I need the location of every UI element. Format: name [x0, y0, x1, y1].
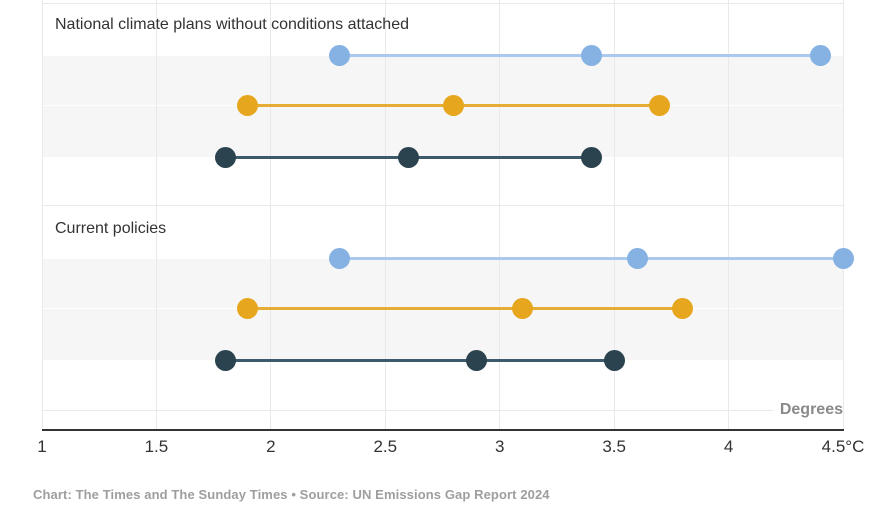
- gridline-vertical: [499, 0, 501, 429]
- gridline-vertical: [384, 0, 386, 429]
- data-point-dot-light-blue: [809, 44, 831, 66]
- data-point-dot-yellow: [649, 94, 671, 116]
- gridline-horizontal: [42, 410, 843, 411]
- gridline-vertical: [41, 0, 43, 429]
- data-point-dot-dark-navy: [397, 146, 419, 168]
- row-band: [42, 259, 843, 360]
- x-axis-tick-label: 1.5: [144, 437, 169, 456]
- data-point-dot-yellow: [443, 94, 465, 116]
- range-line-yellow: [247, 306, 683, 310]
- x-axis-tick-label: 2.5: [373, 437, 398, 456]
- gridline-horizontal: [42, 205, 843, 206]
- x-axis-tick-label: 1: [37, 437, 47, 456]
- gridline-horizontal: [42, 3, 843, 4]
- gridline-vertical: [613, 0, 615, 429]
- row-band: [42, 56, 843, 157]
- x-axis-line: [42, 429, 844, 431]
- x-axis-tick-label: 3.5: [602, 437, 626, 456]
- data-point-dot-dark-navy: [214, 146, 236, 168]
- gridline-vertical: [270, 0, 272, 429]
- x-axis-tick-label: 3: [494, 437, 505, 456]
- axis-unit-label: Degrees: [772, 401, 843, 419]
- data-point-dot-light-blue: [626, 247, 648, 269]
- data-point-dot-yellow: [237, 94, 259, 116]
- data-point-dot-dark-navy: [580, 146, 602, 168]
- chart-credit: Chart: The Times and The Sunday Times • …: [33, 487, 550, 502]
- x-axis-tick-label: 2: [266, 437, 276, 456]
- group-label: National climate plans without condition…: [55, 16, 409, 33]
- data-point-dot-light-blue: [832, 247, 854, 269]
- gridline-vertical: [728, 0, 730, 429]
- data-point-dot-light-blue: [329, 247, 350, 269]
- range-line-light-blue: [339, 53, 821, 57]
- group-label: Current policies: [55, 220, 167, 237]
- range-line-light-blue: [339, 256, 843, 260]
- data-point-dot-dark-navy: [466, 349, 488, 371]
- data-point-dot-yellow: [512, 297, 534, 319]
- data-point-dot-light-blue: [580, 44, 602, 66]
- data-point-dot-dark-navy: [603, 349, 625, 371]
- data-point-dot-dark-navy: [214, 349, 236, 371]
- x-axis-tick-label: 4.5°C: [821, 437, 865, 456]
- range-line-dark-navy: [225, 358, 615, 362]
- gridline-vertical: [842, 0, 844, 429]
- gridline-vertical: [155, 0, 157, 429]
- data-point-dot-yellow: [672, 297, 694, 319]
- x-axis-tick-label: 4: [723, 437, 734, 456]
- data-point-dot-light-blue: [329, 44, 350, 66]
- data-point-dot-yellow: [237, 297, 259, 319]
